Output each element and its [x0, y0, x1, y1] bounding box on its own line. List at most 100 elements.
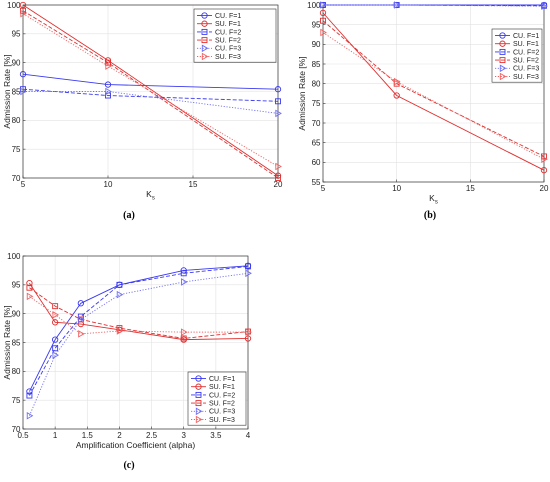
- y-tick-label: 60: [312, 158, 321, 167]
- series-line: [29, 265, 249, 396]
- series-line: [22, 88, 279, 102]
- legend: CU. F=1SU. F=1CU. F=2 SU. F=2CU. F=3SU. F…: [491, 28, 543, 83]
- data-point: [52, 345, 59, 352]
- data-point: [275, 109, 282, 118]
- data-point: [116, 327, 124, 335]
- series-line: [29, 287, 249, 339]
- y-tick-label: 75: [12, 145, 21, 154]
- panel-caption: (c): [123, 460, 134, 471]
- y-tick-label: 75: [312, 99, 321, 108]
- legend-marker: [195, 415, 203, 424]
- series-su-f-1: [26, 279, 252, 343]
- x-tick-label: 1.5: [82, 431, 94, 440]
- data-point: [274, 86, 282, 93]
- legend-marker: [201, 20, 208, 27]
- legend-marker: [195, 383, 202, 390]
- data-point: [26, 279, 33, 287]
- data-point: [180, 335, 187, 342]
- data-point: [26, 392, 33, 399]
- data-point: [320, 28, 327, 37]
- y-tick-label: 100: [307, 1, 321, 10]
- y-tick-label: 85: [12, 338, 21, 347]
- data-point: [319, 9, 327, 17]
- legend-entry: CU. F=2: [215, 29, 241, 36]
- x-tick-label: 10: [104, 180, 113, 189]
- legend-marker: [201, 44, 209, 53]
- x-tick-label: 3: [181, 431, 186, 440]
- data-point: [320, 17, 326, 24]
- y-tick-label: 95: [12, 30, 21, 39]
- data-point: [52, 303, 59, 310]
- panel-1: 5 10 15 20 55 60 65 70 75 80 85 90 95 100 Ks Admission …: [297, 1, 549, 221]
- data-point: [541, 2, 548, 10]
- panel-2: 0.5 1 1.5 2 2.5 3 3.5 4 70 75 80 85 90 95 100 Amplifica…: [2, 252, 252, 471]
- legend-entry: CU. F=1: [215, 13, 241, 20]
- series-line: [323, 4, 545, 7]
- legend-marker: [499, 48, 506, 55]
- legend: CU. F=1SU. F=1CU. F=2 SU. F=2CU. F=3SU. F…: [193, 8, 277, 63]
- data-point: [541, 155, 548, 163]
- series-line: [29, 282, 249, 341]
- legend-entry: CU. F=3: [215, 46, 241, 53]
- legend-marker: [499, 72, 507, 81]
- legend-box: [193, 8, 277, 63]
- legend-box: [491, 28, 543, 83]
- legend-entry: SU. F=1: [513, 41, 539, 48]
- x-tick-label: 1: [53, 431, 58, 440]
- panel-caption: (a): [123, 210, 135, 221]
- series-cu-f-1: [19, 71, 282, 93]
- data-point: [245, 263, 251, 270]
- series-line: [29, 296, 248, 335]
- legend-entry: SU. F=2: [215, 38, 241, 45]
- panel-caption: (b): [424, 210, 436, 221]
- legend-entry: SU. F=1: [215, 21, 241, 28]
- series-cu-f-3: [20, 87, 282, 118]
- y-tick-label: 90: [12, 309, 21, 318]
- data-point: [26, 292, 34, 301]
- legend-marker: [195, 391, 202, 398]
- data-point: [245, 269, 252, 278]
- legend-entry: SU. F=2: [209, 401, 235, 408]
- series-line: [322, 12, 545, 171]
- x-axis-label: Ks: [429, 193, 438, 206]
- legend-marker: [201, 12, 208, 19]
- x-tick-label: 5: [21, 180, 26, 189]
- x-tick-label: 20: [540, 184, 549, 193]
- legend-marker: [195, 400, 202, 407]
- x-tick-label: 2: [117, 431, 122, 440]
- data-point: [116, 281, 123, 288]
- data-point: [394, 1, 401, 9]
- data-point: [104, 81, 112, 88]
- series-line: [322, 32, 545, 160]
- x-axis-label: Amplification Coefficient (alpha): [76, 440, 196, 450]
- legend-marker: [201, 28, 208, 35]
- data-point: [275, 175, 281, 181]
- y-tick-label: 80: [12, 367, 21, 376]
- legend-entry: CU. F=1: [513, 33, 539, 40]
- data-point: [245, 328, 252, 336]
- series-cu-f-3: [26, 269, 252, 420]
- y-tick-label: 100: [7, 252, 21, 261]
- y-tick-label: 85: [12, 87, 21, 96]
- legend-entry: CU. F=3: [513, 66, 539, 73]
- legend-marker: [499, 40, 506, 47]
- data-point: [181, 278, 188, 286]
- y-tick-label: 95: [12, 281, 21, 290]
- legend-entry: CU. F=1: [209, 376, 235, 383]
- y-tick-label: 80: [12, 116, 21, 125]
- series-line: [29, 272, 249, 416]
- data-point: [78, 330, 85, 338]
- y-tick-label: 80: [312, 79, 321, 88]
- y-tick-label: 90: [12, 58, 21, 67]
- legend-marker: [201, 37, 208, 44]
- data-point: [52, 351, 60, 359]
- data-point: [275, 162, 282, 171]
- legend-entry: SU. F=3: [209, 417, 235, 424]
- legend-entry: SU. F=3: [513, 74, 539, 81]
- legend-entry: CU. F=2: [513, 49, 539, 56]
- legend-marker: [499, 64, 507, 73]
- x-tick-label: 20: [274, 180, 283, 189]
- plot-frame: [22, 255, 249, 430]
- legend-marker: [499, 57, 506, 64]
